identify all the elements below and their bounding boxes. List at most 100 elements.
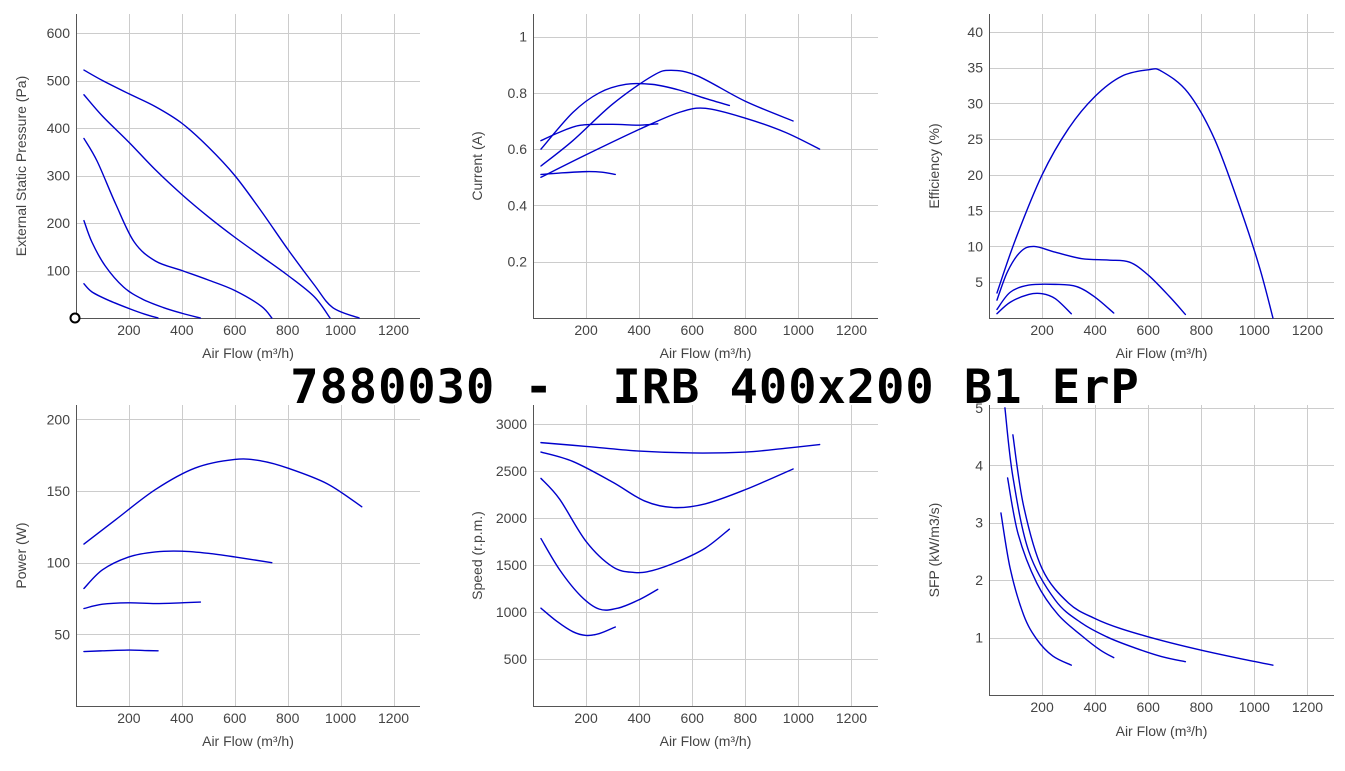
y-tick-label: 2000 — [496, 510, 527, 526]
x-tick-label: 800 — [734, 322, 758, 338]
x-tick-label: 200 — [574, 710, 598, 726]
x-tick-label: 800 — [276, 710, 300, 726]
series-line-4 — [83, 219, 202, 319]
x-axis-label: Air Flow (m³/h) — [202, 733, 294, 749]
efficiency-chart: 200 400 600 800 1000 1200 5 10 15 20 25 30 35 40 Air F… — [926, 14, 1334, 361]
x-tick-label: 600 — [681, 322, 705, 338]
y-tick-label: 200 — [47, 411, 71, 427]
y-tick-label: 0.2 — [508, 254, 528, 270]
pressure-chart: 200 400 600 800 1000 1200 100 200 300 400 500 600 Ai… — [13, 14, 420, 361]
x-axis-label: Air Flow (m³/h) — [1116, 723, 1208, 739]
y-tick-label: 35 — [967, 60, 983, 76]
y-tick-label: 2500 — [496, 463, 527, 479]
series-line-1 — [83, 69, 360, 319]
series-line-2 — [996, 245, 1187, 316]
origin-marker[interactable] — [69, 312, 81, 324]
x-tick-label: 200 — [1030, 322, 1054, 338]
series-line-3 — [540, 82, 731, 150]
x-tick-label: 600 — [1137, 322, 1161, 338]
x-tick-label: 600 — [681, 710, 705, 726]
y-tick-label: 15 — [967, 203, 983, 219]
x-tick-label: 1000 — [783, 710, 814, 726]
series-line-4 — [83, 649, 159, 653]
series-line-4 — [996, 292, 1072, 315]
series-line-4 — [1000, 512, 1072, 666]
y-tick-label: 5 — [975, 400, 983, 416]
y-tick-label: 600 — [47, 25, 71, 41]
x-tick-label: 400 — [627, 322, 651, 338]
series-line-1 — [83, 458, 363, 545]
y-tick-label: 0.6 — [508, 141, 528, 157]
y-tick-label: 1000 — [496, 604, 527, 620]
x-tick-label: 400 — [170, 322, 194, 338]
y-tick-label: 0.8 — [508, 85, 528, 101]
x-tick-label: 600 — [1137, 699, 1161, 715]
series-line-3 — [540, 477, 731, 574]
x-tick-label: 800 — [276, 322, 300, 338]
series-line-3 — [996, 283, 1115, 314]
y-tick-label: 1500 — [496, 557, 527, 573]
y-tick-label: 300 — [47, 168, 71, 184]
y-tick-label: 2 — [975, 572, 983, 588]
x-tick-label: 800 — [1190, 322, 1214, 338]
y-tick-label: 1 — [975, 630, 983, 646]
x-axis-label: Air Flow (m³/h) — [660, 733, 752, 749]
series-line-1 — [1012, 434, 1274, 666]
x-tick-label: 400 — [170, 710, 194, 726]
series-line-1 — [996, 68, 1274, 319]
series-line-5 — [540, 170, 616, 176]
x-tick-label: 1000 — [1239, 322, 1270, 338]
x-axis-label: Air Flow (m³/h) — [660, 345, 752, 361]
x-tick-label: 400 — [1083, 322, 1107, 338]
series-line-4 — [540, 123, 659, 142]
series-line-1 — [540, 441, 821, 454]
series-line-5 — [540, 607, 616, 637]
power-chart: 200 400 600 800 1000 1200 50 100 150 200 Air Flow … — [13, 405, 420, 749]
y-tick-label: 1 — [519, 29, 527, 45]
x-tick-label: 1200 — [378, 710, 409, 726]
y-axis-label: External Static Pressure (Pa) — [13, 76, 29, 257]
y-tick-label: 20 — [967, 167, 983, 183]
series-line-2 — [540, 69, 794, 167]
x-tick-label: 1200 — [836, 710, 867, 726]
x-tick-label: 200 — [117, 710, 141, 726]
x-tick-label: 1200 — [1292, 322, 1323, 338]
speed-chart: 200 400 600 800 1000 1200 500 1000 1500 2000 2500 3… — [469, 405, 878, 749]
x-tick-label: 1200 — [836, 322, 867, 338]
y-tick-label: 100 — [47, 555, 71, 571]
series-line-2 — [83, 94, 331, 319]
y-tick-label: 0.4 — [508, 197, 528, 213]
x-tick-label: 200 — [1030, 699, 1054, 715]
sfp-chart: 200 400 600 800 1000 1200 1 2 3 4 5 Air Flow (m³/h)… — [926, 400, 1334, 739]
x-axis-label: Air Flow (m³/h) — [1116, 345, 1208, 361]
y-tick-label: 150 — [47, 483, 71, 499]
x-axis-label: Air Flow (m³/h) — [202, 345, 294, 361]
x-tick-label: 800 — [1190, 699, 1214, 715]
series-line-3 — [83, 137, 273, 319]
y-tick-label: 400 — [47, 120, 71, 136]
page-title: 7880030 - IRB 400x200 B1 ErP — [290, 360, 1140, 415]
y-tick-label: 4 — [975, 457, 983, 473]
y-axis-label: SFP (kW/m3/s) — [926, 503, 942, 598]
y-tick-label: 200 — [47, 215, 71, 231]
y-tick-label: 50 — [54, 626, 70, 642]
x-tick-label: 1000 — [325, 322, 356, 338]
x-tick-label: 400 — [627, 710, 651, 726]
y-axis-label: Current (A) — [469, 131, 485, 200]
series-line-1 — [540, 107, 821, 178]
y-tick-label: 10 — [967, 238, 983, 254]
y-tick-label: 3 — [975, 515, 983, 531]
current-chart: 200 400 600 800 1000 1200 0.2 0.4 0.6 0.8 1 Air Flo… — [469, 14, 878, 361]
y-axis-label: Efficiency (%) — [926, 123, 942, 208]
y-tick-label: 100 — [47, 263, 71, 279]
y-axis-label: Power (W) — [13, 522, 29, 588]
y-tick-label: 500 — [47, 73, 71, 89]
x-tick-label: 1200 — [1292, 699, 1323, 715]
x-tick-label: 1200 — [378, 322, 409, 338]
y-tick-label: 25 — [967, 131, 983, 147]
series-line-2 — [1004, 407, 1187, 663]
series-line-3 — [1006, 477, 1115, 659]
x-tick-label: 1000 — [783, 322, 814, 338]
y-tick-label: 40 — [967, 24, 983, 40]
series-line-2 — [83, 550, 273, 590]
